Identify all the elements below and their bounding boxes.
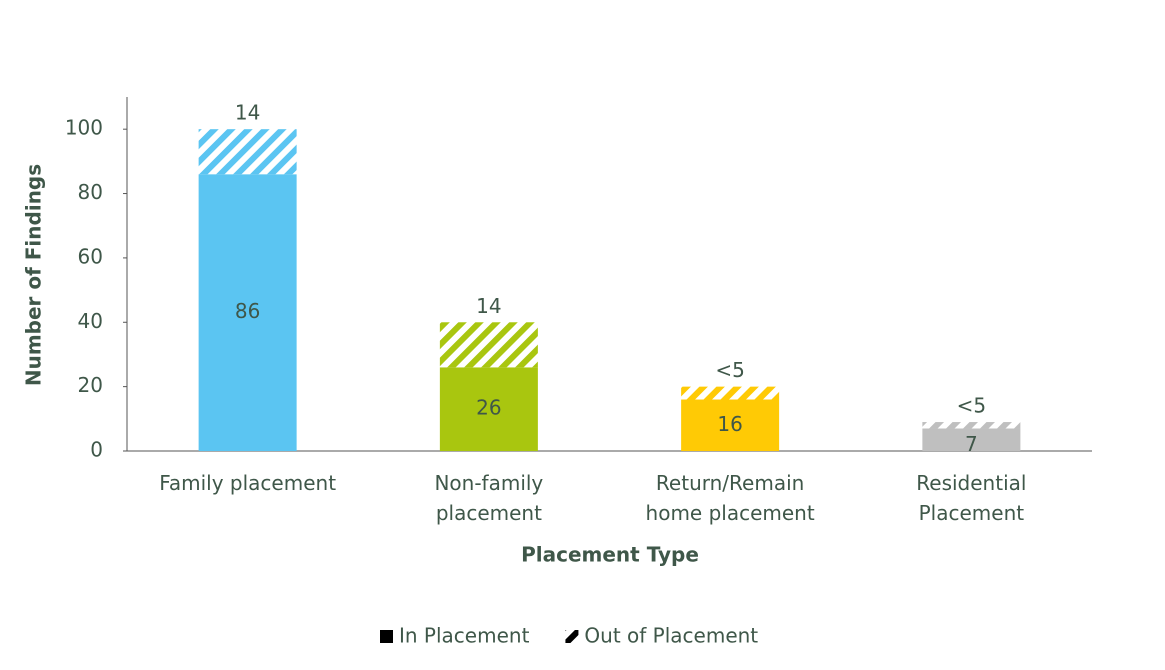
data-label: 14	[235, 101, 260, 125]
data-label: 7	[965, 432, 978, 456]
bar-segment-hatched	[922, 422, 1021, 429]
data-label: <5	[715, 358, 744, 382]
data-label: 26	[476, 396, 501, 420]
bar-segment	[198, 174, 297, 451]
bar-segment	[922, 428, 1021, 451]
bar-segment	[439, 367, 538, 451]
data-label: 14	[476, 294, 501, 318]
y-tick-label: 60	[78, 244, 103, 268]
y-tick-label: 80	[78, 180, 103, 204]
legend-label: Out of Placement	[584, 624, 758, 648]
x-tick-label: Return/Remain home placement	[645, 471, 815, 525]
data-label: 16	[717, 412, 742, 436]
y-tick-label: 0	[90, 438, 103, 462]
y-tick-label: 100	[65, 116, 103, 140]
y-tick-label: 40	[78, 309, 103, 333]
x-tick-label: Non-family placement	[434, 471, 544, 525]
data-label: <5	[957, 394, 986, 418]
bar-segment	[681, 399, 780, 451]
legend-label: In Placement	[399, 624, 530, 648]
y-axis-title: Number of Findings	[22, 164, 46, 386]
data-label: 86	[235, 299, 260, 323]
x-tick-label: Family placement	[159, 471, 337, 495]
bar-segment-hatched	[681, 386, 780, 400]
bar-segment-hatched	[198, 129, 297, 175]
bar-segment-hatched	[439, 322, 538, 368]
legend-marker	[380, 630, 393, 643]
x-axis-title: Placement Type	[521, 543, 699, 567]
x-tick-label: Residential Placement	[916, 471, 1027, 525]
legend-marker	[565, 630, 579, 643]
y-tick-label: 20	[78, 373, 103, 397]
